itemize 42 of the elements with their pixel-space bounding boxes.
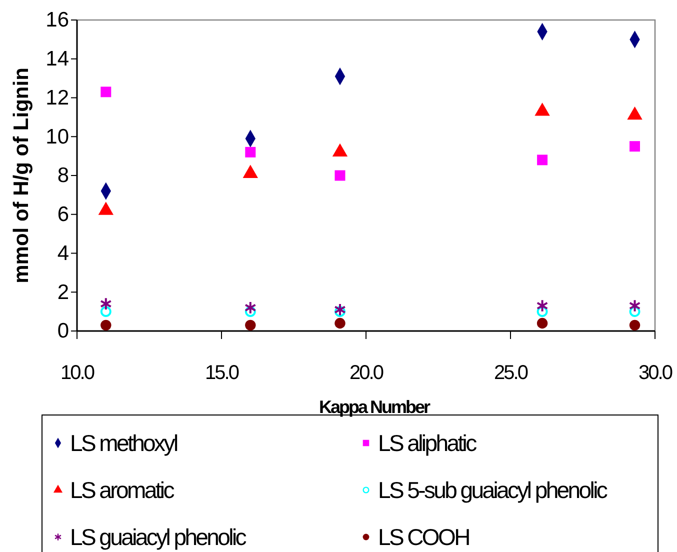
x-axis-title: Kappa Number [318,397,430,417]
point [100,306,112,318]
y-tick-label: 14 [46,48,70,71]
point [244,301,256,314]
y-tick-label: 12 [46,86,69,110]
y-tick-label: 2 [57,280,69,304]
point [537,154,548,166]
y-tick-label: 6 [57,203,69,226]
point [536,306,548,318]
x-tick-label: 30.0 [638,362,673,384]
y-tick-label: 10 [46,125,69,148]
y-tick-label: 8 [57,164,69,188]
legend-label: LS COOH [378,524,470,550]
point [629,306,640,318]
point [536,318,548,329]
point [100,320,112,331]
x-tick-label: 15.0 [205,362,240,384]
point [334,170,346,181]
point [334,306,346,318]
x-tick-label: 25.0 [494,362,528,384]
point [245,320,256,331]
x-tick-label: 20.0 [350,362,384,384]
point [100,86,112,98]
y-axis-title: mmol of H/g of Lignin [10,68,33,284]
point [536,299,548,312]
point [629,320,640,331]
y-tick-label: 4 [57,242,70,265]
point [244,306,256,318]
x-tick-label: 10.0 [60,362,95,384]
point [628,299,641,312]
point [334,318,346,329]
legend-label: LS aromatic [70,477,174,503]
legend-label: LS guaiacyl phenolic [70,524,246,550]
point [630,141,640,152]
legend-label: LS aliphatic [378,430,477,456]
point [334,302,346,316]
point [100,297,112,310]
legend-label: LS 5-sub guaiacyl phenolic [378,477,608,503]
y-tick-label: 0 [57,320,69,343]
legend-label: LS methoxyl [70,430,178,456]
y-tick-label: 16 [46,8,69,32]
point [245,146,256,158]
